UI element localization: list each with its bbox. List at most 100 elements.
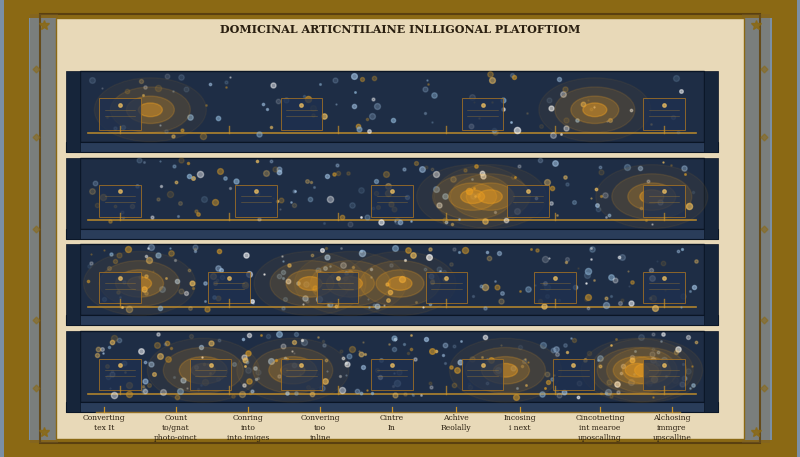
Circle shape bbox=[94, 78, 206, 142]
FancyBboxPatch shape bbox=[281, 359, 322, 390]
Text: int mearoe: int mearoe bbox=[579, 424, 621, 432]
Circle shape bbox=[127, 276, 151, 290]
Text: Incosing: Incosing bbox=[504, 414, 536, 422]
Circle shape bbox=[640, 190, 664, 203]
FancyBboxPatch shape bbox=[643, 98, 685, 130]
Polygon shape bbox=[66, 244, 80, 325]
Circle shape bbox=[606, 347, 686, 393]
Polygon shape bbox=[704, 331, 718, 412]
FancyBboxPatch shape bbox=[80, 71, 704, 142]
FancyBboxPatch shape bbox=[99, 359, 141, 390]
Circle shape bbox=[360, 260, 440, 306]
Text: Convering: Convering bbox=[300, 414, 340, 422]
Circle shape bbox=[110, 87, 190, 133]
Text: photo-oinct: photo-oinct bbox=[154, 434, 198, 442]
Circle shape bbox=[625, 363, 649, 377]
Polygon shape bbox=[66, 158, 80, 239]
Circle shape bbox=[622, 356, 670, 384]
Bar bbox=[742, 14, 770, 443]
Text: In: In bbox=[388, 424, 396, 432]
Circle shape bbox=[270, 260, 350, 306]
FancyBboxPatch shape bbox=[66, 315, 718, 325]
FancyBboxPatch shape bbox=[56, 18, 744, 439]
Circle shape bbox=[417, 165, 529, 228]
Text: i next: i next bbox=[510, 424, 530, 432]
Circle shape bbox=[478, 190, 502, 203]
Circle shape bbox=[286, 270, 334, 297]
Circle shape bbox=[253, 347, 333, 393]
Bar bbox=[30, 14, 58, 443]
Circle shape bbox=[376, 270, 424, 297]
Circle shape bbox=[634, 363, 658, 377]
Circle shape bbox=[596, 165, 708, 228]
Circle shape bbox=[254, 251, 366, 315]
Text: Converting: Converting bbox=[82, 414, 126, 422]
Circle shape bbox=[434, 165, 546, 228]
Circle shape bbox=[450, 338, 562, 402]
Circle shape bbox=[83, 251, 195, 315]
FancyBboxPatch shape bbox=[99, 272, 141, 303]
FancyBboxPatch shape bbox=[643, 272, 685, 303]
FancyBboxPatch shape bbox=[371, 359, 413, 390]
Circle shape bbox=[326, 270, 374, 297]
Text: upscalline: upscalline bbox=[653, 434, 691, 442]
FancyBboxPatch shape bbox=[99, 98, 141, 130]
Text: into: into bbox=[241, 424, 255, 432]
Circle shape bbox=[237, 338, 349, 402]
FancyBboxPatch shape bbox=[462, 359, 503, 390]
Circle shape bbox=[461, 190, 485, 203]
Circle shape bbox=[138, 103, 162, 117]
Text: tex It: tex It bbox=[94, 424, 114, 432]
Polygon shape bbox=[704, 71, 718, 152]
Text: Alchosing: Alchosing bbox=[654, 414, 690, 422]
Circle shape bbox=[590, 338, 702, 402]
Circle shape bbox=[179, 356, 227, 384]
Text: Reolally: Reolally bbox=[441, 424, 471, 432]
Circle shape bbox=[494, 363, 518, 377]
Text: inline: inline bbox=[310, 434, 330, 442]
Circle shape bbox=[597, 347, 677, 393]
Text: DOMICINAL ARTICNTILAINE INLLIGONAL PLATOFTIOM: DOMICINAL ARTICNTILAINE INLLIGONAL PLATO… bbox=[220, 24, 580, 35]
FancyBboxPatch shape bbox=[66, 402, 718, 412]
Circle shape bbox=[310, 260, 390, 306]
Circle shape bbox=[539, 78, 651, 142]
Polygon shape bbox=[66, 71, 80, 152]
FancyBboxPatch shape bbox=[426, 272, 467, 303]
Circle shape bbox=[294, 251, 406, 315]
Circle shape bbox=[613, 356, 661, 384]
Polygon shape bbox=[704, 244, 718, 325]
FancyBboxPatch shape bbox=[371, 185, 413, 217]
Text: Cintre: Cintre bbox=[380, 414, 404, 422]
FancyBboxPatch shape bbox=[80, 244, 704, 315]
FancyBboxPatch shape bbox=[235, 185, 277, 217]
Circle shape bbox=[281, 363, 305, 377]
Circle shape bbox=[482, 356, 530, 384]
FancyBboxPatch shape bbox=[66, 228, 718, 239]
FancyBboxPatch shape bbox=[99, 185, 141, 217]
Text: to/gnat: to/gnat bbox=[162, 424, 190, 432]
Circle shape bbox=[612, 174, 692, 219]
Circle shape bbox=[450, 174, 530, 219]
Circle shape bbox=[191, 363, 215, 377]
Circle shape bbox=[581, 338, 693, 402]
Text: Cincotneting: Cincotneting bbox=[575, 414, 625, 422]
Polygon shape bbox=[704, 158, 718, 239]
FancyBboxPatch shape bbox=[553, 359, 594, 390]
Circle shape bbox=[344, 251, 456, 315]
FancyBboxPatch shape bbox=[281, 98, 322, 130]
Text: Count: Count bbox=[165, 414, 187, 422]
Circle shape bbox=[555, 87, 635, 133]
Circle shape bbox=[466, 183, 514, 210]
Circle shape bbox=[147, 338, 259, 402]
Text: Achive: Achive bbox=[443, 414, 469, 422]
FancyBboxPatch shape bbox=[208, 272, 250, 303]
FancyBboxPatch shape bbox=[80, 331, 704, 402]
Circle shape bbox=[388, 276, 412, 290]
Text: immgre: immgre bbox=[658, 424, 686, 432]
FancyBboxPatch shape bbox=[80, 158, 704, 228]
Circle shape bbox=[466, 347, 546, 393]
FancyBboxPatch shape bbox=[643, 359, 685, 390]
Circle shape bbox=[99, 260, 179, 306]
Text: into imiges: into imiges bbox=[227, 434, 269, 442]
Circle shape bbox=[571, 96, 619, 123]
